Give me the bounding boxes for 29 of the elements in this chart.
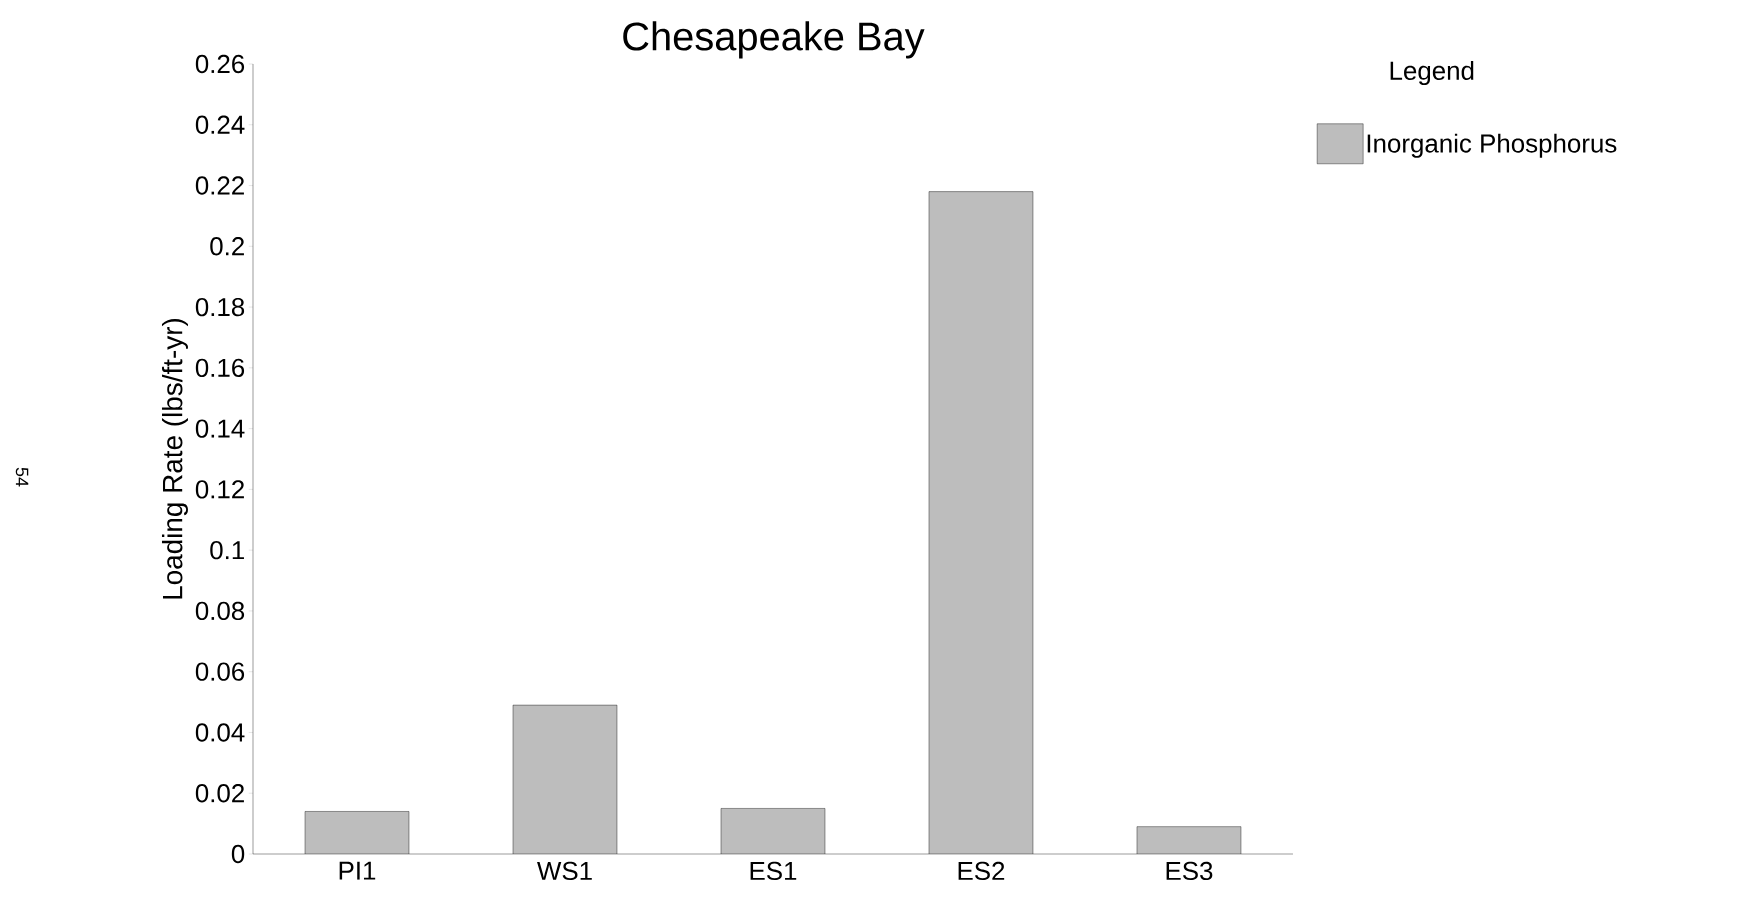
y-tick-label: 0.22 xyxy=(195,176,244,195)
y-tick-label: 0.04 xyxy=(195,723,245,742)
legend-title: Legend xyxy=(1390,60,1474,86)
x-tick-label: WS1 xyxy=(537,861,592,881)
y-tick-label: 0.06 xyxy=(195,662,245,681)
bar xyxy=(1136,826,1242,854)
y-tick-label: 0.08 xyxy=(195,601,245,621)
y-tick-label: 0.24 xyxy=(195,115,245,134)
y-axis-title: Loading Rate (lbs/ft-yr) xyxy=(161,318,188,599)
text: 54 xyxy=(15,467,29,487)
bar xyxy=(720,808,825,854)
x-tick-label: ES2 xyxy=(958,861,1005,881)
bar xyxy=(305,811,409,854)
chart-title: Chesapeake Bay xyxy=(623,21,925,59)
y-tick-label: 0.26 xyxy=(195,54,245,74)
y-tick-label: 0 xyxy=(231,844,245,864)
x-tick-label: ES3 xyxy=(1166,861,1213,881)
bar xyxy=(512,705,617,854)
y-tick-label: 0.02 xyxy=(195,784,244,803)
y-tick-label: 0.14 xyxy=(195,419,245,438)
x-tick-label: PI1 xyxy=(339,861,376,880)
y-tick-label: 0.16 xyxy=(195,358,245,378)
y-tick-label: 0.1 xyxy=(210,540,244,560)
y-tick-label: 0.2 xyxy=(210,237,244,256)
y-tick-label: 0.12 xyxy=(195,480,244,499)
legend-label: Inorganic Phosphorus xyxy=(1367,133,1617,158)
bar xyxy=(928,191,1033,854)
y-tick-label: 0.18 xyxy=(195,297,245,317)
x-tick-label: ES1 xyxy=(750,861,797,881)
